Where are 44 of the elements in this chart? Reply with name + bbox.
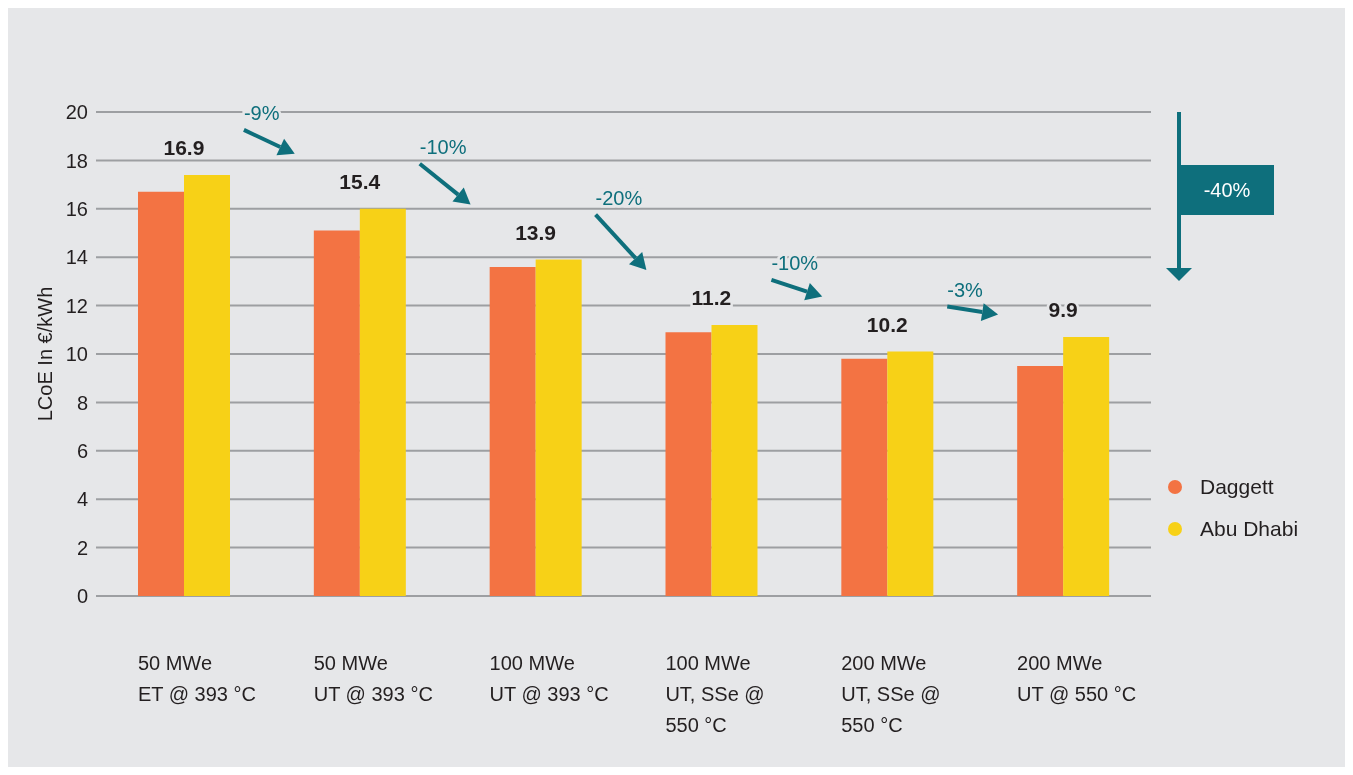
bar xyxy=(313,230,360,596)
annotation: -3% xyxy=(947,278,984,301)
y-tick-label: 0 xyxy=(76,585,88,608)
annotation: -20% xyxy=(595,186,643,209)
y-tick-label: 8 xyxy=(76,391,88,414)
annotation: 13.9 xyxy=(515,220,557,244)
bar xyxy=(1063,337,1110,596)
annotation: -10% xyxy=(419,135,467,158)
y-tick-label: 4 xyxy=(76,488,88,511)
x-tick-label: 100 MWe UT @ 393 °C xyxy=(489,652,609,705)
y-tick-label: 2 xyxy=(76,536,88,559)
y-tick-label: 12 xyxy=(65,294,88,317)
bar xyxy=(711,324,758,596)
annotation: -10% xyxy=(771,251,819,274)
annotation: 16.9 xyxy=(163,135,205,159)
annotation: 15.4 xyxy=(339,169,381,193)
annotation: -9% xyxy=(243,101,280,124)
legend-label: Daggett xyxy=(1200,475,1274,498)
bar xyxy=(1017,366,1064,596)
y-tick-label: 18 xyxy=(65,149,88,172)
x-tick-label: 50 MWe ET @ 393 °C xyxy=(137,652,256,705)
bar xyxy=(535,259,582,596)
y-axis-title: LCoE In €/kWh xyxy=(34,286,56,422)
bar xyxy=(887,351,934,596)
bar xyxy=(184,174,230,596)
x-tick-label: 100 MWe UT, SSe @ 550 °C xyxy=(665,652,765,736)
y-tick-label: 10 xyxy=(65,343,88,366)
y-tick-label: 6 xyxy=(76,439,88,462)
bar xyxy=(138,191,184,596)
text: -40% xyxy=(1203,179,1251,201)
x-tick-label: 200 MWe UT @ 550 °C xyxy=(1017,652,1137,705)
annotation: 10.2 xyxy=(866,312,908,336)
y-tick-label: 16 xyxy=(65,197,88,220)
bar xyxy=(359,208,406,596)
bar xyxy=(841,358,888,596)
y-tick-label: 20 xyxy=(65,101,88,124)
bar xyxy=(489,266,536,596)
y-tick-label: 14 xyxy=(65,246,88,269)
x-tick-label: 200 MWe UT, SSe @ 550 °C xyxy=(841,652,941,736)
x-tick-label: 50 MWe UT @ 393 °C xyxy=(313,652,433,705)
bar xyxy=(665,332,712,596)
annotation: 11.2 xyxy=(691,285,732,309)
legend-label: Abu Dhabi xyxy=(1200,517,1299,540)
annotation: 9.9 xyxy=(1048,298,1078,322)
